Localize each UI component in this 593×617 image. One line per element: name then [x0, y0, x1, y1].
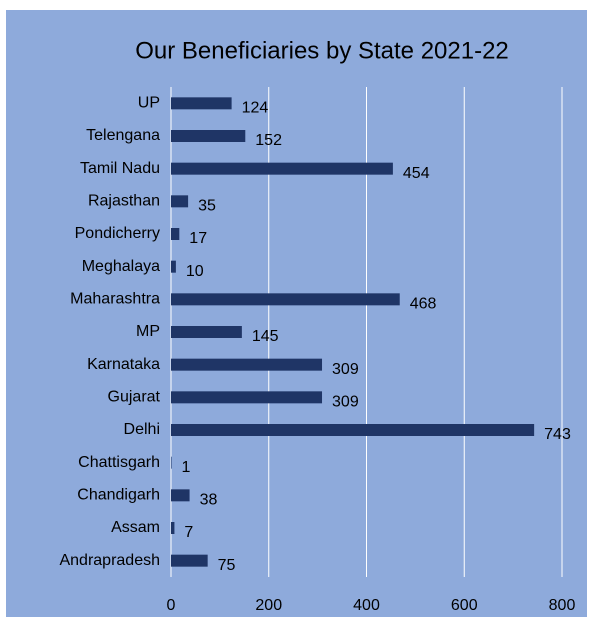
y-tick-label: Telengana [86, 127, 160, 144]
y-tick-label: Chandigarh [77, 487, 160, 504]
y-tick-label: Meghalaya [82, 258, 160, 275]
data-label: 743 [544, 426, 571, 443]
x-tick-label: 400 [353, 597, 380, 614]
y-tick-label: Andrapradesh [59, 552, 160, 569]
bar [171, 293, 400, 306]
bar [171, 195, 189, 208]
bar [171, 391, 323, 404]
y-tick-label: Maharashtra [70, 291, 160, 308]
y-tick-label: Chattisgarh [78, 454, 160, 471]
x-tick-label: 600 [451, 597, 478, 614]
data-label: 1 [181, 459, 190, 476]
data-label: 7 [184, 524, 193, 541]
y-tick-label: UP [138, 95, 160, 112]
bar [171, 260, 176, 273]
bar [171, 228, 180, 240]
y-tick-label: Assam [111, 519, 160, 536]
y-tick-label: Gujarat [108, 389, 161, 406]
data-label: 17 [189, 230, 207, 247]
data-label: 38 [200, 492, 218, 509]
data-label: 309 [332, 394, 359, 411]
bar [171, 326, 242, 338]
bar [171, 522, 175, 534]
x-tick-label: 0 [167, 597, 176, 614]
y-tick-label: Karnataka [87, 356, 160, 373]
data-label: 468 [410, 296, 437, 313]
bar [171, 554, 208, 567]
bar [171, 162, 393, 175]
bar [171, 424, 535, 436]
bar [171, 358, 323, 371]
data-label: 152 [255, 132, 282, 149]
y-tick-label: MP [136, 323, 160, 340]
y-tick-label: Rajasthan [88, 193, 160, 210]
chart-title: Our Beneficiaries by State 2021-22 [135, 37, 509, 64]
data-label: 10 [186, 263, 204, 280]
x-tick-label: 200 [255, 597, 282, 614]
bar [171, 97, 232, 110]
data-label: 35 [198, 198, 216, 215]
chart-background [6, 10, 587, 617]
bar [171, 489, 190, 502]
x-tick-label: 800 [549, 597, 576, 614]
data-label: 454 [403, 165, 430, 182]
y-tick-label: Tamil Nadu [80, 160, 160, 177]
data-label: 309 [332, 361, 359, 378]
bar [171, 130, 246, 142]
y-tick-label: Delhi [124, 421, 160, 438]
data-label: 124 [242, 100, 269, 117]
data-label: 75 [218, 557, 236, 574]
y-tick-label: Pondicherry [75, 225, 160, 242]
data-label: 145 [252, 328, 279, 345]
